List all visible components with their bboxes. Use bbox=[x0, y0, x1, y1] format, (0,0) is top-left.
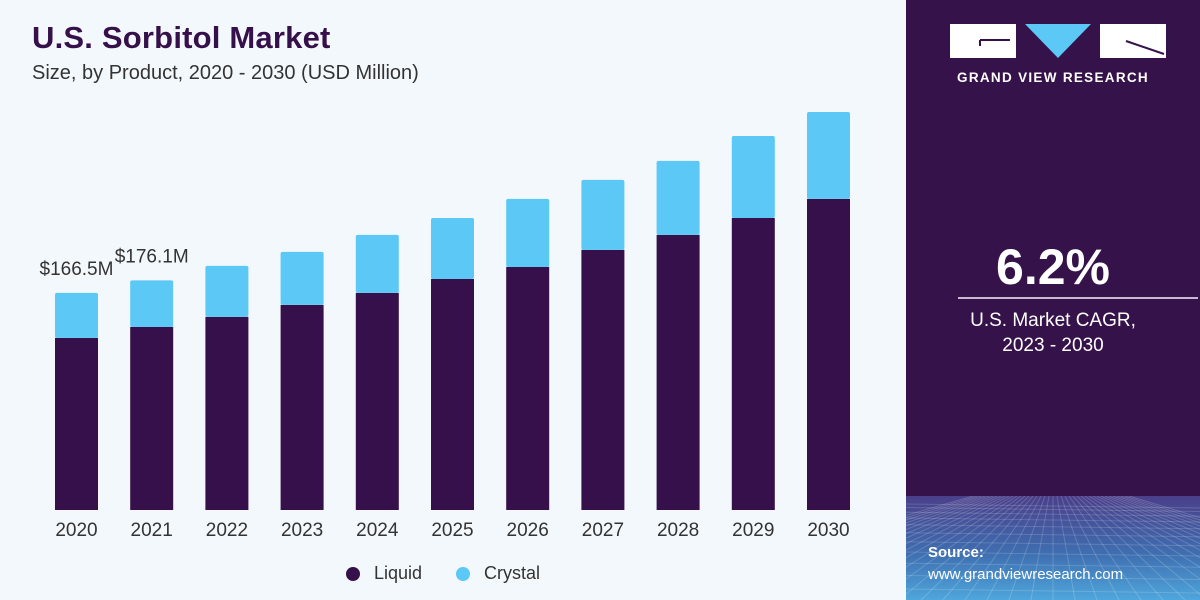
bar-crystal-2025 bbox=[431, 217, 474, 279]
source-label: Source: bbox=[928, 544, 984, 561]
bar-liquid-2022 bbox=[205, 316, 249, 510]
data-label-2020: $166.5M bbox=[40, 259, 114, 280]
cagr-divider bbox=[958, 297, 1198, 299]
cagr-label: U.S. Market CAGR, 2023 - 2030 bbox=[906, 308, 1200, 358]
x-tick-label: 2024 bbox=[356, 520, 399, 541]
bar-liquid-2021 bbox=[130, 326, 174, 510]
bar-liquid-2020 bbox=[55, 337, 98, 510]
bar-crystal-2022 bbox=[205, 265, 249, 317]
bar-crystal-2020 bbox=[55, 292, 98, 338]
cagr-label-line1: U.S. Market CAGR, bbox=[970, 310, 1136, 331]
bar-liquid-2025 bbox=[431, 278, 474, 510]
bar-crystal-2028 bbox=[656, 160, 700, 235]
brand-panel: GRAND VIEW RESEARCH 6.2% U.S. Market CAG… bbox=[906, 0, 1200, 600]
gvr-logo-icon bbox=[950, 24, 1166, 58]
legend-dot-liquid bbox=[346, 566, 360, 581]
bar-crystal-2023 bbox=[280, 251, 324, 305]
bar-liquid-2028 bbox=[656, 234, 700, 510]
legend-label-liquid: Liquid bbox=[374, 563, 423, 583]
x-tick-label: 2025 bbox=[431, 520, 473, 541]
x-tick-label: 2030 bbox=[807, 520, 849, 541]
x-tick-label: 2029 bbox=[732, 520, 774, 541]
cagr-value: 6.2% bbox=[996, 239, 1110, 295]
legend-item-liquid: Liquid bbox=[346, 563, 422, 584]
legend: Liquid Crystal bbox=[346, 563, 574, 584]
bar-chart: 2020 2021 2022 2023 2024 2025 2026 2027 2028 2029… bbox=[40, 111, 850, 541]
legend-item-crystal: Crystal bbox=[456, 563, 540, 584]
cagr-label-line2: 2023 - 2030 bbox=[1002, 335, 1104, 356]
bar-liquid-2027 bbox=[581, 249, 625, 510]
bar-crystal-2027 bbox=[581, 179, 625, 250]
bar-crystal-2021 bbox=[130, 280, 174, 327]
grid-pattern-decoration bbox=[906, 496, 1200, 600]
bar-crystal-2024 bbox=[355, 234, 399, 293]
legend-label-crystal: Crystal bbox=[484, 563, 541, 583]
chart-subtitle: Size, by Product, 2020 - 2030 (USD Milli… bbox=[32, 62, 419, 84]
x-tick-label: 2027 bbox=[582, 520, 624, 541]
x-tick-label: 2026 bbox=[507, 520, 549, 541]
legend-dot-crystal bbox=[456, 566, 471, 581]
bar-liquid-2023 bbox=[280, 304, 324, 510]
chart-panel: U.S. Sorbitol Market Size, by Product, 2… bbox=[32, 20, 850, 584]
data-label-2021: $176.1M bbox=[115, 246, 189, 267]
source-url[interactable]: www.grandviewresearch.com bbox=[928, 566, 1124, 583]
x-tick-label: 2022 bbox=[206, 520, 248, 541]
bar-crystal-2029 bbox=[731, 135, 775, 218]
x-tick-label: 2020 bbox=[55, 520, 97, 541]
bar-liquid-2026 bbox=[506, 266, 550, 510]
x-tick-label: 2028 bbox=[657, 520, 699, 541]
bar-crystal-2030 bbox=[807, 111, 850, 199]
chart-title: U.S. Sorbitol Market bbox=[32, 20, 331, 55]
source-footer: Source: www.grandviewresearch.com bbox=[906, 496, 1200, 600]
x-tick-label: 2021 bbox=[131, 520, 173, 541]
bar-crystal-2026 bbox=[506, 198, 550, 267]
bar-liquid-2030 bbox=[807, 198, 850, 511]
x-tick-label: 2023 bbox=[281, 520, 323, 541]
brand-name: GRAND VIEW RESEARCH bbox=[957, 70, 1149, 85]
bar-liquid-2029 bbox=[731, 217, 775, 510]
bar-liquid-2024 bbox=[355, 292, 399, 510]
